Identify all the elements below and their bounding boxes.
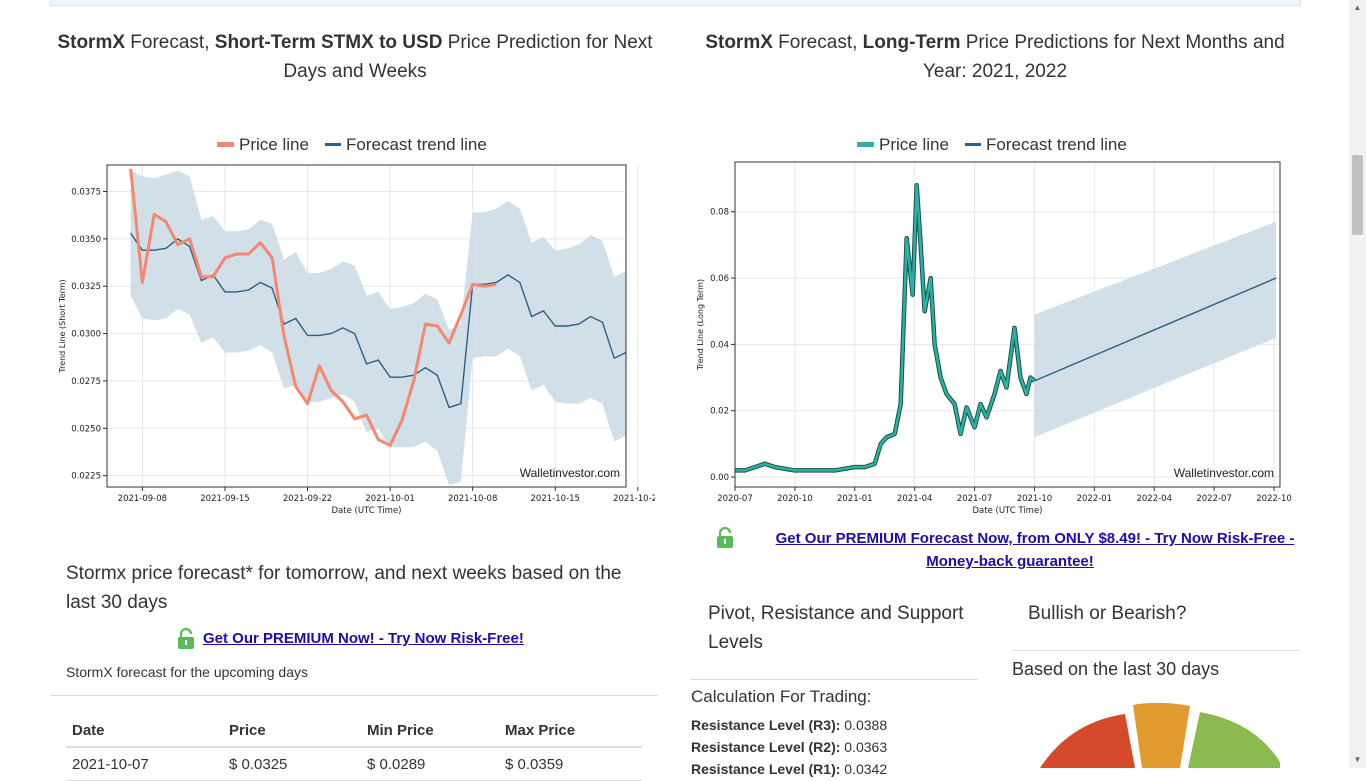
legend-forecast-label: Forecast trend line: [986, 135, 1127, 154]
price-line: [735, 183, 1036, 472]
y-tick-label: 0.0225: [71, 472, 101, 482]
y-axis-label: Trend Line (Long Term): [696, 279, 705, 371]
y-tick-label: 0.0375: [71, 188, 101, 198]
divider: [690, 679, 978, 680]
gauge-bearish-segment: [1040, 714, 1135, 768]
vertical-scrollbar[interactable]: [1349, 0, 1366, 768]
x-tick-label: 2021-09-08: [118, 494, 167, 504]
gauge-neutral-segment: [1133, 702, 1190, 768]
x-tick-label: 2021-10-15: [531, 494, 580, 504]
x-tick-label: 2020-07: [717, 494, 753, 504]
bullish-bearish-gauge: [1040, 702, 1280, 768]
premium-forecast-link[interactable]: Get Our PREMIUM Forecast Now, from ONLY …: [700, 527, 1320, 573]
x-tick-label: 2021-10-08: [448, 494, 497, 504]
watermark-label: Walletinvestor.com: [1174, 466, 1274, 480]
lock-icon: [178, 628, 194, 649]
watermark-label: Walletinvestor.com: [520, 466, 620, 480]
long-term-chart: Price line Forecast trend line 0.00 0.02 0.0…: [690, 130, 1300, 520]
resistance-r3: Resistance Level (R3): 0.0388: [691, 717, 888, 733]
short-term-chart-svg: Price line Forecast trend line 0.0225 0.025…: [58, 135, 655, 516]
x-tick-label: 2021-04: [897, 494, 933, 504]
divider: [50, 695, 658, 696]
forecast-table: Date Price Min Price Max Price 2021-10-0…: [66, 714, 642, 781]
y-tick-label: 0.02: [710, 407, 729, 417]
table-cell-date: 2021-10-07: [66, 747, 223, 781]
divider: [1012, 650, 1300, 651]
table-header-price: Price: [223, 714, 361, 748]
x-tick-label: 2020-10: [777, 494, 813, 504]
legend-forecast-swatch: [325, 143, 341, 146]
table-header-row: Date Price Min Price Max Price: [66, 714, 642, 748]
y-tick-label: 0.08: [710, 208, 729, 218]
x-axis-label: Date (UTC Time): [331, 506, 401, 516]
x-tick-label: 2021-10-22: [613, 494, 655, 504]
forecast-trend-line: [1034, 277, 1277, 382]
calc-trading-label: Calculation For Trading:: [691, 687, 872, 706]
scrollbar-thumb[interactable]: [1352, 155, 1363, 235]
y-tick-label: 0.04: [710, 340, 729, 350]
table-header-date: Date: [66, 714, 223, 748]
x-tick-label: 2021-07: [957, 494, 993, 504]
short-forecast-heading: Stormx price forecast* for tomorrow, and…: [66, 563, 622, 613]
table-cell-min: $ 0.0289: [361, 747, 499, 781]
short-term-title: StormX Forecast, Short-Term STMX to USD …: [57, 32, 653, 82]
top-banner-strip: [50, 0, 1301, 6]
legend-price-label: Price line: [239, 135, 309, 154]
bullish-bearish-title: Bullish or Bearish?: [1028, 603, 1187, 624]
table-cell-max: $ 0.0359: [499, 747, 642, 781]
x-tick-label: 2021-09-15: [200, 494, 249, 504]
y-tick-label: 0.0300: [71, 330, 101, 340]
based-on-30-days: Based on the last 30 days: [1012, 659, 1220, 679]
y-tick-label: 0.0275: [71, 377, 101, 387]
x-axis-label: Date (UTC Time): [972, 506, 1042, 516]
upcoming-days-label: StormX forecast for the upcoming days: [66, 664, 308, 680]
price-line-edge: [735, 182, 1036, 473]
table-cell-price: $ 0.0325: [223, 747, 361, 781]
x-tick-label: 2021-09-22: [283, 494, 332, 504]
x-tick-label: 2022-04: [1136, 494, 1172, 504]
y-axis-label: Trend Line (Short Term): [58, 279, 67, 373]
y-tick-label: 0.06: [710, 274, 729, 284]
legend-price-label: Price line: [879, 135, 949, 154]
x-tick-label: 2022-01: [1077, 494, 1113, 504]
y-tick-label: 0.0250: [71, 424, 101, 434]
y-tick-label: 0.0350: [71, 235, 101, 245]
resistance-r2: Resistance Level (R2): 0.0363: [691, 739, 888, 755]
plot-frame: [106, 164, 627, 488]
price-line: [129, 168, 497, 447]
long-term-chart-svg: Price line Forecast trend line 0.00 0.02 0.0…: [696, 135, 1292, 516]
legend-price-swatch: [217, 142, 234, 147]
x-tick-label: 2022-07: [1196, 494, 1232, 504]
pivot-title: Pivot, Resistance and Support Levels: [708, 603, 964, 653]
premium-now-link[interactable]: Get Our PREMIUM Now! - Try Now Risk-Free…: [203, 630, 524, 647]
plot-frame: [734, 161, 1281, 488]
short-term-chart: Price line Forecast trend line 0.0225 0.025…: [55, 130, 655, 520]
resistance-r1: Resistance Level (R1): 0.0342: [691, 761, 888, 777]
legend-forecast-swatch: [965, 143, 981, 146]
x-tick-label: 2021-10-01: [365, 494, 414, 504]
x-tick-label: 2021-10: [1017, 494, 1053, 504]
legend-price-swatch: [857, 142, 874, 147]
lock-icon: [717, 527, 733, 548]
legend-forecast-label: Forecast trend line: [346, 135, 487, 154]
scroll-up-arrow-icon[interactable]: ▲: [1353, 3, 1362, 12]
long-term-title: StormX Forecast, Long-Term Price Predict…: [705, 32, 1285, 82]
gauge-bullish-segment: [1188, 712, 1280, 768]
table-row: 2021-10-07 $ 0.0325 $ 0.0289 $ 0.0359: [66, 747, 642, 781]
premium-forecast-link-line2[interactable]: Money-back guarantee!: [926, 553, 1094, 570]
scroll-down-arrow-icon[interactable]: ▼: [1353, 755, 1362, 764]
y-tick-label: 0.0325: [71, 282, 101, 292]
x-tick-label: 2021-01: [837, 494, 873, 504]
table-header-min-price: Min Price: [361, 714, 499, 748]
premium-forecast-link-line1[interactable]: Get Our PREMIUM Forecast Now, from ONLY …: [775, 530, 1295, 547]
table-header-max-price: Max Price: [499, 714, 642, 748]
y-tick-label: 0.00: [710, 473, 729, 483]
x-tick-label: 2022-10: [1256, 494, 1292, 504]
